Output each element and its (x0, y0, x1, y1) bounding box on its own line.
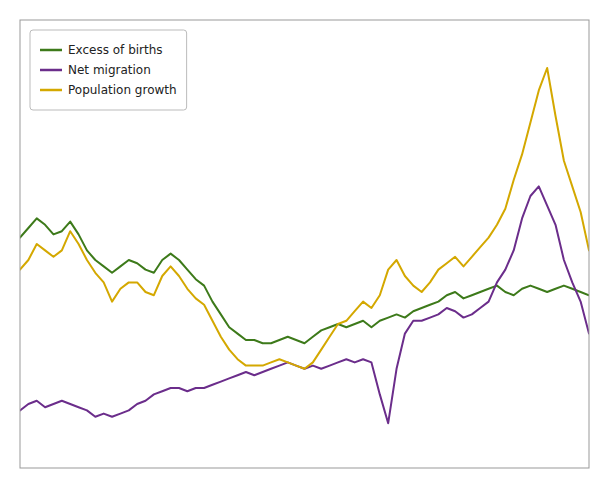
chart-svg: Excess of births Net migration Population … (0, 0, 609, 488)
legend-label: Population growth (68, 83, 177, 97)
series-line (20, 186, 589, 423)
legend: Excess of births Net migration Population … (30, 30, 187, 110)
plot-area (20, 20, 589, 468)
plot-frame (20, 20, 589, 468)
legend-swatch (40, 49, 62, 52)
series-group (20, 68, 589, 423)
legend-swatch (40, 69, 62, 72)
legend-swatch (40, 89, 62, 92)
legend-box (30, 30, 187, 110)
series-line (20, 218, 589, 343)
chart-container: Excess of births Net migration Population … (0, 0, 609, 488)
legend-label: Excess of births (68, 43, 163, 57)
legend-label: Net migration (68, 63, 151, 77)
series-line (20, 68, 589, 369)
